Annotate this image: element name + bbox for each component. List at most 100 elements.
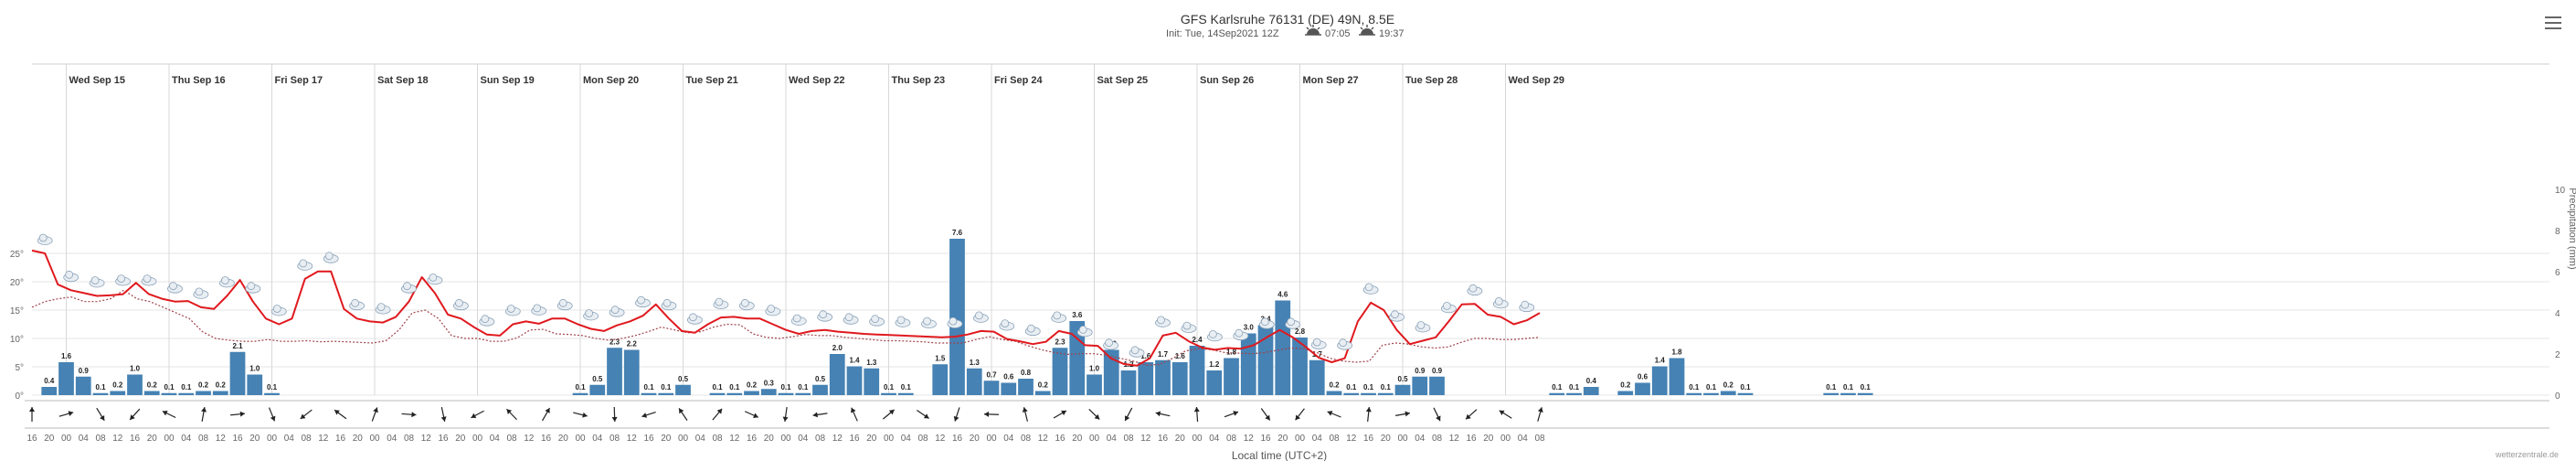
- y-tick-left: 5°: [15, 363, 24, 373]
- wind-arrow-icon: [1124, 407, 1133, 422]
- precip-bar: [1120, 370, 1137, 395]
- precip-bar: [1069, 321, 1086, 395]
- precip-bar: [1617, 391, 1634, 395]
- x-tick-label: 04: [592, 434, 603, 444]
- precip-bar: [1669, 358, 1685, 395]
- x-tick-label: 00: [986, 434, 997, 444]
- wind-arrow-icon: [1537, 407, 1543, 422]
- cloud-icon: [1258, 317, 1275, 329]
- precip-bar: [1823, 392, 1839, 395]
- x-tick-label: 08: [1021, 434, 1032, 444]
- x-tick-label: 20: [1483, 434, 1494, 444]
- precip-bar: [1189, 346, 1205, 395]
- cloud-icon: [817, 310, 833, 322]
- precip-value-label: 0.2: [1723, 381, 1734, 390]
- y-tick-left: 25°: [10, 250, 24, 260]
- x-tick-label: 04: [695, 434, 706, 444]
- y-tick-right: 10: [2555, 186, 2566, 196]
- precip-bar: [1292, 338, 1308, 395]
- precip-value-label: 0.1: [1826, 383, 1837, 391]
- precip-bar: [607, 348, 622, 395]
- x-tick-label: 16: [1158, 434, 1169, 444]
- wind-arrow-icon: [812, 412, 828, 418]
- precip-value-label: 0.3: [764, 379, 775, 387]
- wind-arrow-icon: [471, 410, 484, 419]
- x-tick-label: 08: [712, 434, 723, 444]
- x-tick-label: 12: [832, 434, 843, 444]
- cloud-icon: [1492, 296, 1509, 309]
- cloud-icon: [999, 319, 1015, 331]
- precip-value-label: 1.6: [1175, 352, 1186, 360]
- cloud-icon: [1051, 311, 1067, 323]
- precip-value-label: 2.2: [627, 340, 638, 348]
- x-tick-label: 12: [1346, 434, 1357, 444]
- y-tick-right: 0: [2555, 391, 2560, 402]
- x-tick-label: 00: [472, 434, 483, 444]
- x-tick-label: 20: [866, 434, 877, 444]
- precip-value-label: 0.2: [1620, 381, 1631, 390]
- precip-bar: [1566, 392, 1582, 395]
- precip-value-label: 1.3: [866, 359, 877, 367]
- wind-arrow-icon: [1260, 408, 1271, 421]
- x-tick-label: 12: [729, 434, 740, 444]
- precip-value-label: 1.7: [1158, 350, 1169, 359]
- wind-arrow-icon: [678, 408, 688, 421]
- x-tick-label: 16: [849, 434, 860, 444]
- day-label: Sat Sep 25: [1097, 75, 1149, 86]
- precip-value-label: 1.6: [1140, 352, 1151, 360]
- menu-icon[interactable]: [2545, 16, 2561, 29]
- day-label: Thu Sep 16: [172, 75, 226, 86]
- cloud-icon: [1103, 338, 1118, 350]
- x-tick-label: 08: [610, 434, 620, 444]
- x-tick-label: 00: [780, 434, 791, 444]
- precip-value-label: 1.5: [935, 354, 946, 362]
- precip-bar: [1326, 391, 1342, 395]
- x-tick-label: 16: [27, 434, 37, 444]
- day-label: Thu Sep 23: [892, 75, 946, 86]
- x-tick-label: 00: [1500, 434, 1511, 444]
- cloud-icon: [1207, 329, 1223, 342]
- precip-bar: [58, 362, 74, 395]
- cloud-icon: [1389, 310, 1405, 322]
- cloud-icon: [349, 298, 366, 311]
- dewpoint-line: [31, 289, 1541, 366]
- wind-arrow-icon: [641, 411, 656, 418]
- day-label: Wed Sep 15: [69, 75, 126, 86]
- cloud-icon: [1337, 338, 1352, 350]
- x-tick-label: 20: [455, 434, 466, 444]
- precip-bar: [178, 392, 195, 395]
- y-tick-right: 2: [2555, 350, 2560, 360]
- precip-value-label: 0.1: [729, 383, 740, 391]
- wind-arrow-icon: [1395, 411, 1410, 417]
- precip-value-label: 0.7: [986, 370, 997, 379]
- precip-value-label: 1.7: [1312, 350, 1323, 359]
- precip-value-label: 7.6: [952, 229, 963, 237]
- precip-value-label: 0.1: [884, 383, 895, 391]
- day-label: Tue Sep 28: [1405, 75, 1458, 86]
- precip-bar: [1651, 366, 1668, 395]
- precip-value-label: 0.5: [592, 375, 603, 383]
- x-tick-label: 16: [232, 434, 243, 444]
- precip-bar: [1343, 392, 1360, 395]
- precip-bar: [229, 351, 246, 395]
- cloud-icon: [661, 298, 677, 311]
- precip-bar: [264, 392, 280, 395]
- precip-value-label: 0.1: [780, 383, 791, 391]
- x-tick-label: 00: [1397, 434, 1408, 444]
- cloud-icon: [427, 273, 443, 285]
- wind-arrow-icon: [744, 411, 759, 418]
- precip-bar: [778, 392, 794, 395]
- x-tick-label: 08: [301, 434, 312, 444]
- precip-value-label: 0.1: [95, 383, 106, 391]
- precip-value-label: 0.1: [1552, 383, 1563, 391]
- precip-bar: [212, 391, 228, 395]
- precip-value-label: 0.4: [44, 377, 55, 385]
- precip-bar: [949, 239, 965, 395]
- precip-value-label: 0.5: [1397, 375, 1408, 383]
- x-tick-label: 16: [1363, 434, 1374, 444]
- cloud-icon: [1155, 316, 1171, 327]
- x-tick-label: 08: [1534, 434, 1545, 444]
- cloud-icon: [973, 311, 989, 323]
- x-tick-label: 16: [1055, 434, 1065, 444]
- x-tick-label: 00: [678, 434, 689, 444]
